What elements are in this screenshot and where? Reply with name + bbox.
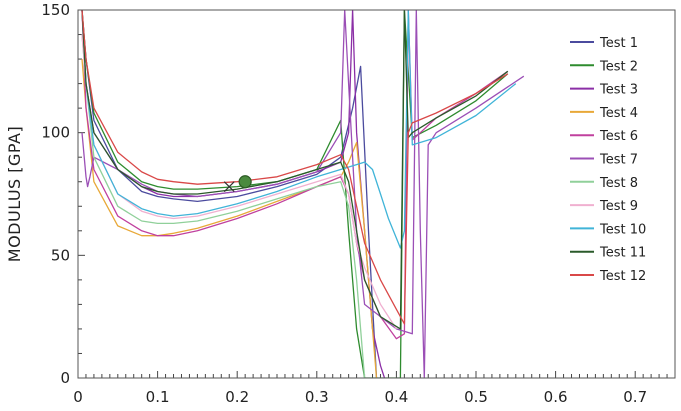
legend-label: Test 9 <box>599 199 638 214</box>
series-line-test-4 <box>81 59 378 378</box>
legend-label: Test 1 <box>599 36 638 51</box>
series-line-test-3 <box>81 10 386 378</box>
y-tick-label: 50 <box>51 246 70 264</box>
y-tick-label: 100 <box>41 124 70 142</box>
series-line-test-8 <box>81 34 366 378</box>
x-tick-label: 0.4 <box>384 388 408 406</box>
legend-label: Test 11 <box>599 246 646 261</box>
legend-label: Test 8 <box>599 176 638 191</box>
x-tick-label: 0 <box>73 388 83 406</box>
x-tick-label: 0.2 <box>225 388 249 406</box>
y-ticks: 0 50 100 150 <box>41 1 85 387</box>
point-marker <box>238 175 252 189</box>
y-axis-label: MODULUS [GPA] <box>5 126 24 262</box>
series-line-test-12 <box>81 10 509 325</box>
x-tick-label: 0.7 <box>623 388 647 406</box>
series-line-test-10 <box>81 10 517 249</box>
legend-label: Test 2 <box>599 59 638 74</box>
x-tick-label: 0.5 <box>464 388 488 406</box>
series-line-test-1 <box>81 10 378 378</box>
series-line-test-7 <box>81 10 525 378</box>
cross-marker <box>223 181 235 193</box>
x-ticks: 0 0.1 0.2 0.3 0.4 0.5 0.6 0.7 <box>73 371 668 406</box>
y-tick-label: 150 <box>41 1 70 19</box>
legend-label: Test 6 <box>599 129 638 144</box>
series-lines <box>81 10 525 378</box>
plot-frame <box>77 9 676 379</box>
x-tick-label: 0.6 <box>544 388 568 406</box>
x-tick-label: 0.3 <box>305 388 329 406</box>
markers <box>223 175 252 193</box>
legend-label: Test 4 <box>599 106 638 121</box>
series-line-test-11 <box>81 10 509 330</box>
y-tick-label: 0 <box>60 369 70 387</box>
x-tick-label: 0.1 <box>146 388 170 406</box>
legend-label: Test 10 <box>599 222 646 237</box>
legend: Test 1 Test 2 Test 3 Test 4 Test 6 Test 7 Test… <box>570 36 646 284</box>
legend-label: Test 3 <box>599 83 638 98</box>
legend-label: Test 12 <box>599 269 646 284</box>
legend-label: Test 7 <box>599 153 638 168</box>
